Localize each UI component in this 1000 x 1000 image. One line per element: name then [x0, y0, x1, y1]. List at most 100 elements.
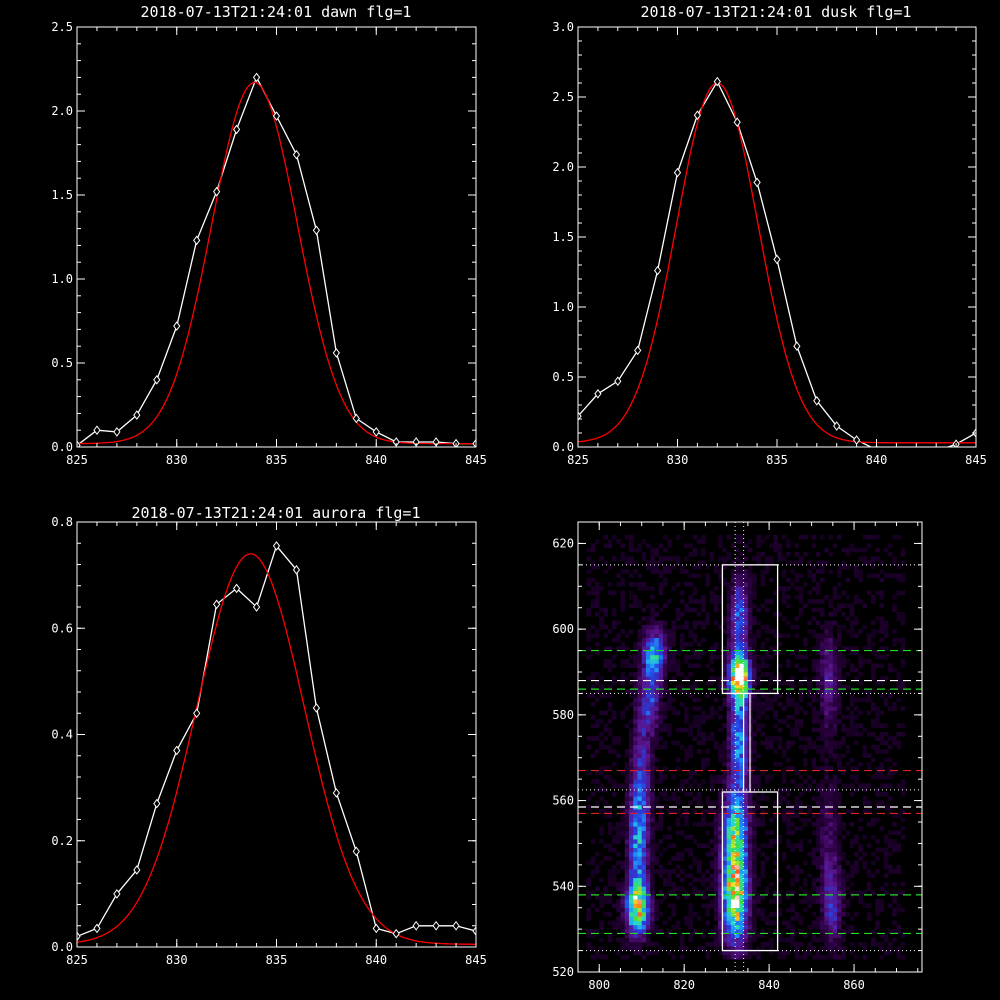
heatmap-cell	[620, 882, 626, 887]
heatmap-cell	[616, 573, 621, 579]
heatmap-cell	[811, 663, 817, 669]
heatmap-cell	[760, 663, 766, 669]
heatmap-cell	[641, 774, 647, 780]
heatmap-cell	[820, 894, 825, 900]
heatmap-cell	[832, 646, 838, 651]
heatmap-cell	[590, 547, 596, 553]
heatmap-cell	[743, 762, 749, 767]
data-point	[272, 541, 281, 551]
heatmap-cell	[718, 886, 723, 891]
heatmap-cell	[624, 689, 630, 694]
heatmap-cell	[739, 689, 744, 694]
heatmap-cell	[824, 757, 829, 763]
heatmap-cell	[586, 676, 592, 681]
heatmap-cell	[811, 860, 817, 866]
heatmap-cell	[722, 869, 727, 874]
data-point	[634, 345, 642, 356]
heatmap-cell	[820, 702, 825, 707]
heatmap-cell	[620, 860, 626, 866]
heatmap-cell	[743, 732, 749, 737]
heatmap-cell	[645, 564, 651, 570]
heatmap-cell	[892, 843, 897, 849]
heatmap-cell	[667, 650, 672, 656]
heatmap-cell	[764, 706, 770, 711]
heatmap-cell	[756, 783, 761, 789]
heatmap-cell	[854, 667, 859, 673]
heatmap-cell	[841, 933, 846, 939]
heatmap-cell	[620, 680, 626, 686]
heatmap-cell	[849, 950, 855, 956]
heatmap-cell	[692, 637, 698, 643]
heatmap-cell	[756, 667, 761, 673]
heatmap-cell	[650, 942, 655, 947]
heatmap-cell	[671, 659, 676, 664]
heatmap-cell	[633, 646, 638, 651]
heatmap-cell	[739, 899, 744, 904]
heatmap-cell	[675, 650, 681, 656]
heatmap-cell	[637, 672, 643, 677]
y-tick-label: 520	[552, 965, 574, 979]
heatmap-cell	[888, 663, 893, 669]
heatmap-cell	[667, 654, 672, 660]
heatmap-cell	[807, 693, 812, 699]
heatmap-cell	[739, 740, 744, 746]
heatmap-cell	[620, 924, 626, 930]
heatmap-cell	[650, 552, 655, 557]
heatmap-cell	[845, 830, 851, 836]
heatmap-cell	[824, 642, 829, 647]
heatmap-cell	[832, 877, 838, 883]
heatmap-cell	[837, 847, 842, 853]
heatmap-cell	[696, 650, 702, 656]
heatmap-cell	[786, 620, 791, 626]
heatmap-cell	[713, 817, 719, 823]
heatmap-cell	[607, 774, 613, 780]
heatmap-cell	[599, 860, 604, 866]
heatmap-cell	[815, 886, 821, 891]
heatmap-cell	[781, 719, 787, 724]
heatmap-cell	[730, 766, 736, 771]
heatmap-cell	[662, 624, 668, 630]
heatmap-cell	[701, 552, 706, 557]
heatmap-cell	[722, 753, 727, 759]
heatmap-cell	[590, 723, 596, 729]
heatmap-cell	[781, 573, 787, 579]
heatmap-cell	[726, 869, 732, 874]
heatmap-cell	[832, 543, 838, 549]
heatmap-cell	[828, 822, 834, 827]
heatmap-cell	[637, 667, 643, 673]
heatmap-cell	[854, 766, 859, 771]
heatmap-cell	[718, 779, 723, 784]
heatmap-cell	[769, 744, 774, 750]
heatmap-cell	[701, 620, 706, 626]
heatmap-cell	[875, 650, 880, 656]
heatmap-cell	[624, 822, 630, 827]
heatmap-cell	[675, 852, 681, 857]
heatmap-cell	[722, 556, 727, 561]
heatmap-cell	[637, 886, 643, 891]
heatmap-cell	[798, 783, 804, 789]
heatmap-cell	[679, 942, 685, 947]
heatmap-cell	[633, 689, 638, 694]
heatmap-cell	[824, 813, 829, 819]
heatmap-cell	[641, 702, 647, 707]
heatmap-cell	[828, 890, 834, 896]
heatmap-cell	[820, 564, 825, 570]
heatmap-cell	[688, 654, 693, 660]
heatmap-cell	[807, 924, 812, 930]
heatmap-cell	[735, 946, 740, 951]
heatmap-cell	[900, 577, 906, 583]
heatmap-cell	[747, 612, 753, 617]
x-tick-label: 800	[588, 978, 610, 992]
heatmap-cell	[735, 564, 740, 570]
heatmap-cell	[726, 736, 732, 741]
heatmap-cell	[658, 573, 664, 579]
heatmap-cell	[794, 624, 800, 630]
heatmap-cell	[633, 894, 638, 900]
heatmap-cell	[611, 714, 617, 720]
heatmap-cell	[679, 612, 685, 617]
heatmap-cell	[718, 556, 723, 561]
heatmap-cell	[684, 809, 689, 814]
heatmap-cell	[633, 873, 638, 879]
heatmap-cell	[633, 869, 638, 874]
heatmap-cell	[692, 552, 698, 557]
